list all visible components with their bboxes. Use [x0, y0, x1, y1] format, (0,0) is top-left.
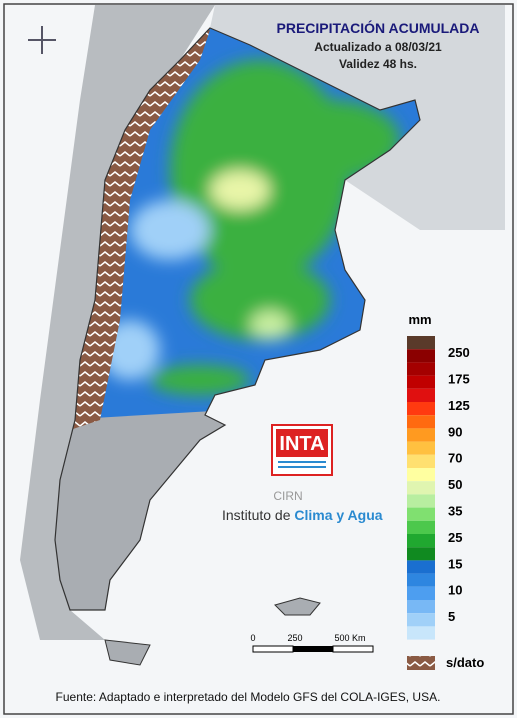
legend-swatch [407, 388, 435, 402]
islands [274, 597, 321, 616]
legend-swatch [407, 336, 435, 350]
compass [28, 26, 56, 54]
neighbor-chile [20, 5, 215, 640]
institute-highlight: Clima y Agua [294, 507, 382, 523]
legend-swatch [407, 468, 435, 482]
legend-swatch [407, 600, 435, 614]
legend-swatch [407, 481, 435, 495]
legend-label: 10 [448, 583, 462, 598]
legend-label: 90 [448, 424, 462, 439]
source: Fuente: Adaptado e interpretado del Mode… [56, 690, 441, 704]
legend-label: 175 [448, 372, 470, 387]
legend-swatch [407, 547, 435, 561]
legend-swatch [407, 375, 435, 389]
legend-swatch [407, 349, 435, 363]
legend-label: 15 [448, 556, 462, 571]
legend-label: 70 [448, 451, 462, 466]
legend-swatch [407, 402, 435, 416]
legend-unit: mm [408, 312, 431, 327]
no-data-label: s/dato [446, 655, 484, 670]
title: PRECIPITACIÓN ACUMULADA [277, 19, 480, 36]
logo-center: CIRN [273, 489, 302, 503]
legend-label: 250 [448, 345, 470, 360]
no-data-swatch [407, 656, 435, 670]
legend-swatch [407, 494, 435, 508]
scale-bar [252, 645, 374, 653]
logo-red [276, 429, 328, 457]
legend-swatch [407, 507, 435, 521]
legend-swatch [407, 626, 435, 640]
legend-label: 50 [448, 477, 462, 492]
legend-label: 125 [448, 398, 470, 413]
tierra-del-fuego [104, 639, 151, 666]
legend-swatch [407, 613, 435, 627]
logo-institute: Instituto de Clima y Agua [222, 507, 383, 523]
scale-label: 250 [287, 633, 302, 643]
legend-swatch [407, 560, 435, 574]
scale-label: 0 [250, 633, 255, 643]
legend-swatch [407, 362, 435, 376]
logo-stripes [278, 461, 326, 468]
institute-text: Instituto de [222, 507, 294, 523]
legend-swatch [407, 441, 435, 455]
legend-swatch [407, 573, 435, 587]
updated: Actualizado a 08/03/21 [314, 40, 442, 54]
frame [3, 3, 514, 715]
legend-swatch [407, 520, 435, 534]
legend-swatch [407, 454, 435, 468]
validity: Validez 48 hs. [339, 57, 417, 71]
legend-swatch [407, 415, 435, 429]
legend-label: 5 [448, 609, 455, 624]
logo-brand: INTA [279, 433, 324, 455]
legend-swatch [407, 534, 435, 548]
legend-label: 35 [448, 504, 462, 519]
legend-swatch [407, 586, 435, 600]
legend-swatch [407, 428, 435, 442]
scale-label: 500 Km [334, 633, 365, 643]
legend-label: 25 [448, 530, 462, 545]
